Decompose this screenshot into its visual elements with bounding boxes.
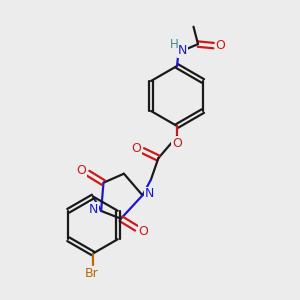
Text: N: N [89, 203, 99, 216]
Text: N: N [178, 44, 188, 58]
Text: Br: Br [85, 267, 98, 280]
Text: O: O [215, 39, 225, 52]
Text: O: O [172, 136, 182, 150]
Text: H: H [169, 38, 178, 52]
Text: O: O [131, 142, 141, 155]
Text: O: O [138, 225, 148, 238]
Text: O: O [76, 164, 86, 177]
Text: N: N [144, 187, 154, 200]
